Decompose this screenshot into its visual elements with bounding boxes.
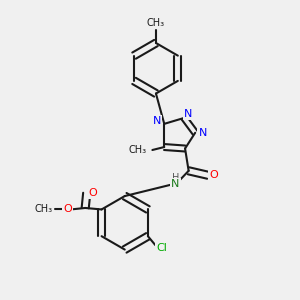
Text: O: O (89, 188, 98, 198)
Text: O: O (209, 170, 218, 180)
Text: CH₃: CH₃ (147, 18, 165, 28)
Text: N: N (171, 179, 179, 189)
Text: O: O (64, 204, 72, 214)
Text: CH₃: CH₃ (128, 145, 146, 155)
Text: N: N (153, 116, 161, 127)
Text: Cl: Cl (156, 243, 167, 253)
Text: H: H (172, 173, 179, 183)
Text: N: N (184, 109, 192, 119)
Text: CH₃: CH₃ (35, 204, 53, 214)
Text: N: N (198, 128, 207, 138)
